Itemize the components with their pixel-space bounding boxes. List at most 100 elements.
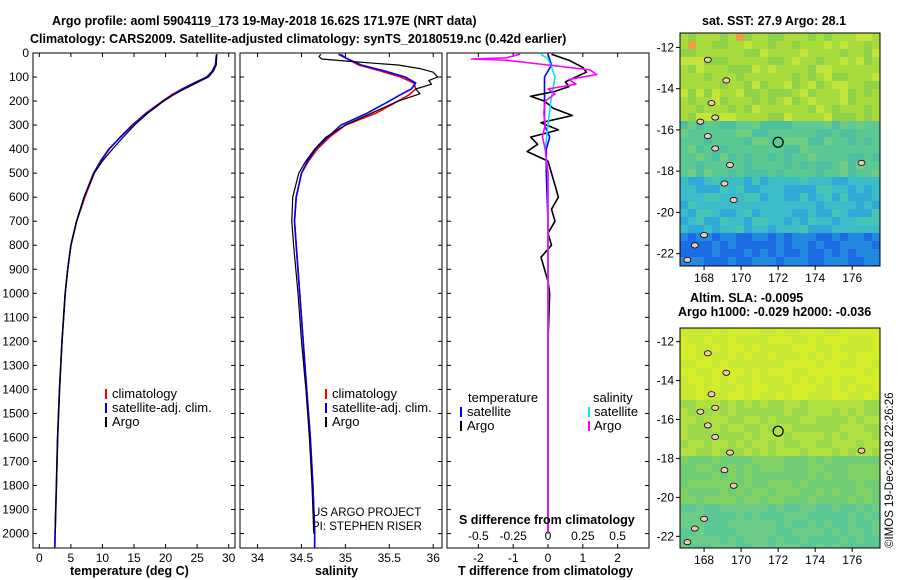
map-cell (720, 392, 728, 400)
map-cell (760, 368, 768, 376)
map-cell (768, 416, 776, 424)
map-cell (768, 241, 776, 249)
map-cell (824, 105, 832, 113)
map-cell (680, 520, 688, 528)
map-cell (784, 41, 792, 49)
map-cell (824, 97, 832, 105)
map-cell (856, 432, 864, 440)
map-cell (856, 97, 864, 105)
map-cell (800, 456, 808, 464)
map-cell (864, 177, 872, 185)
map-cell (720, 73, 728, 81)
map-cell (792, 416, 800, 424)
map-cell (736, 416, 744, 424)
map-cell (760, 185, 768, 193)
map-cell (856, 408, 864, 416)
map-cell (864, 73, 872, 81)
map-cell (704, 432, 712, 440)
map-cell (864, 65, 872, 73)
map-cell (816, 480, 824, 488)
map-cell (848, 544, 856, 548)
map-cell (688, 113, 696, 121)
map-cell (848, 392, 856, 400)
map-cell (808, 89, 816, 97)
map-cell (728, 73, 736, 81)
map-cell (736, 512, 744, 520)
map-cell (856, 241, 864, 249)
map-cell (768, 49, 776, 57)
map-cell (696, 89, 704, 97)
map-cell (696, 504, 704, 512)
map-cell (720, 472, 728, 480)
map-cell (816, 145, 824, 153)
map-cell (728, 113, 736, 121)
map-cell (776, 416, 784, 424)
map-cell (744, 169, 752, 177)
map-cell (800, 129, 808, 137)
map-cell (776, 185, 784, 193)
map-cell (712, 257, 720, 265)
map-cell (688, 440, 696, 448)
map-cell (696, 217, 704, 225)
map-cell (856, 113, 864, 121)
series-line-argo-salinity (470, 53, 598, 534)
map-cell (760, 440, 768, 448)
s-difference-axis-label: S difference from climatology (459, 513, 635, 527)
map-cell (744, 81, 752, 89)
map-cell (736, 392, 744, 400)
map-cell (760, 528, 768, 536)
map-cell (808, 392, 816, 400)
map-cell (872, 113, 880, 121)
map-cell (872, 249, 880, 257)
map-cell (872, 520, 880, 528)
map-cell (776, 129, 784, 137)
map-cell (824, 161, 832, 169)
map-cell (680, 169, 688, 177)
map-cell (728, 544, 736, 548)
map-cell (840, 408, 848, 416)
x-tick-label: 15 (127, 551, 141, 565)
map-cell (744, 408, 752, 416)
map-cell (864, 504, 872, 512)
map-cell (792, 201, 800, 209)
map-cell (744, 344, 752, 352)
map-cell (736, 177, 744, 185)
map-cell (688, 49, 696, 57)
map-cell (800, 65, 808, 73)
map-cell (792, 129, 800, 137)
map-cell (720, 129, 728, 137)
map-cell (776, 81, 784, 89)
map-cell (824, 352, 832, 360)
map-cell (848, 185, 856, 193)
map-cell (800, 201, 808, 209)
map-cell (824, 376, 832, 384)
map-cell (848, 41, 856, 49)
secondary-x-tick-label: 0.25 (571, 529, 595, 543)
map-cell (680, 57, 688, 65)
map-cell (824, 73, 832, 81)
map-cell (696, 544, 704, 548)
map-cell (808, 33, 816, 41)
island (711, 434, 720, 441)
map-x-tick-label: 176 (842, 553, 862, 567)
map-cell (720, 153, 728, 161)
map-cell (872, 161, 880, 169)
island (722, 369, 731, 376)
map-cell (848, 504, 856, 512)
map-cell (824, 344, 832, 352)
map-cell (848, 352, 856, 360)
map-cell (712, 41, 720, 49)
map-cell (736, 360, 744, 368)
map-cell (848, 528, 856, 536)
map-cell (864, 49, 872, 57)
map-cell (832, 368, 840, 376)
map-cell (784, 241, 792, 249)
island (683, 256, 692, 263)
map-cell (872, 241, 880, 249)
map-cell (784, 504, 792, 512)
map-cell (800, 392, 808, 400)
map-cell (696, 520, 704, 528)
map-cell (712, 97, 720, 105)
map-cell (784, 456, 792, 464)
map-cell (832, 217, 840, 225)
